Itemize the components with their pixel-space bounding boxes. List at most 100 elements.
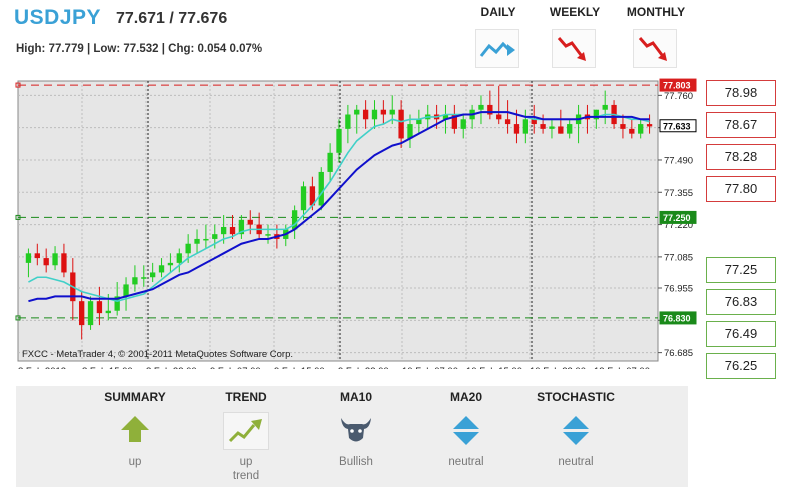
support-level-3: 76.49 (706, 321, 776, 347)
candle-body (629, 128, 635, 134)
candle-body (504, 119, 511, 125)
indicator-stochastic[interactable]: STOCHASTIC neutral (521, 386, 631, 468)
candle-body (567, 124, 573, 134)
candle-body (407, 124, 413, 139)
indicator-value: neutral (558, 456, 594, 468)
timeframe-daily[interactable]: DAILY (463, 5, 533, 68)
time-label: 9 Feb 07:00 (210, 366, 261, 369)
price-label: 77.085 (664, 252, 693, 263)
candle-body (150, 272, 156, 278)
timeframe-weekly[interactable]: WEEKLY (540, 5, 610, 68)
time-label: 8 Feb 23:00 (146, 366, 197, 369)
time-label: 8 Feb 2012 (18, 366, 66, 369)
candle-body (531, 119, 537, 125)
timeframe-label: WEEKLY (549, 5, 601, 19)
bull-icon (337, 412, 375, 448)
indicator-value: Bullish (339, 456, 373, 468)
candle-body (398, 109, 404, 139)
level-anchor (15, 214, 21, 220)
candle-body (380, 109, 387, 115)
candle-body (602, 104, 608, 110)
price-label: 76.955 (664, 284, 693, 295)
candle-body (327, 152, 333, 172)
indicator-trend[interactable]: TREND up trend (191, 386, 301, 482)
indicator-name: STOCHASTIC (537, 390, 615, 404)
candle-body (203, 238, 209, 241)
indicator-name: MA10 (339, 390, 372, 404)
candle-body (389, 109, 395, 115)
candle-body (300, 186, 307, 211)
candle-body (79, 301, 85, 326)
price-label: 77.355 (664, 188, 693, 199)
candle-body (336, 128, 342, 153)
price-stats: High: 77.779 | Low: 77.532 | Chg: 0.054 … (16, 43, 263, 55)
indicator-value: up (128, 456, 142, 468)
candle-body (96, 301, 103, 314)
candle-body (141, 277, 147, 279)
trend-chart-icon (223, 412, 269, 450)
candle-body (646, 124, 653, 127)
candle-body (460, 119, 466, 129)
candle-body (114, 296, 120, 311)
price-marker-label: 76.830 (663, 313, 691, 323)
support-level-1: 77.25 (706, 257, 776, 283)
candle-body (34, 253, 40, 259)
indicator-summary[interactable]: SUMMARY up (80, 386, 190, 468)
indicator-value: neutral (448, 456, 484, 468)
timeframe-label: DAILY (480, 5, 516, 19)
indicator-name: MA20 (449, 390, 482, 404)
timeframe-monthly[interactable]: MONTHLY (621, 5, 691, 68)
support-level-4: 76.25 (706, 353, 776, 379)
price-marker-label: 77.633 (663, 121, 691, 131)
bid-ask-quote: 77.671 / 77.676 (116, 10, 228, 27)
indicator-ma20[interactable]: MA20 neutral (411, 386, 521, 468)
price-marker-box (659, 78, 697, 92)
candle-body (87, 301, 94, 326)
resistance-level-3: 78.28 (706, 144, 776, 170)
candle-body (487, 104, 493, 115)
candle-body (265, 234, 271, 236)
indicator-name: SUMMARY (104, 390, 166, 404)
candle-body (638, 124, 644, 134)
price-chart[interactable]: 77.76077.62577.49077.35577.22077.08576.9… (8, 77, 698, 369)
timeframe-label: MONTHLY (626, 5, 686, 19)
candle-body (238, 219, 245, 235)
candle-body (345, 114, 351, 129)
level-anchor (15, 82, 21, 88)
time-axis: 8 Feb 2012 8 Feb 15:00 8 Feb 23:00 9 Feb 07… (18, 366, 650, 369)
indicator-value: up (239, 456, 253, 468)
candle-body (61, 253, 67, 273)
candle-body (593, 109, 599, 120)
candle-body (247, 219, 253, 225)
candle-body (291, 210, 298, 230)
candle-body (354, 109, 360, 115)
candle-body (212, 234, 218, 239)
price-label: 77.490 (664, 155, 693, 166)
neutral-diamond-icon (557, 412, 595, 448)
candle-body (220, 226, 227, 235)
candle-body (496, 114, 502, 120)
indicator-name: TREND (225, 390, 267, 404)
candle-body (309, 186, 316, 206)
price-markers: 77.803 77.633 77.250 76.830 (659, 78, 697, 325)
candle-body (442, 114, 449, 120)
ma-slow-line (28, 111, 650, 303)
candle-body (513, 124, 520, 134)
candle-body (123, 284, 129, 297)
time-label: 10 Feb 15:00 (466, 366, 522, 369)
indicator-ma10[interactable]: MA10 Bullish (301, 386, 411, 468)
chart-watermark: FXCC - MetaTrader 4, © 2001-2011 MetaQuo… (22, 349, 293, 360)
support-level-2: 76.83 (706, 289, 776, 315)
candle-body (132, 277, 138, 285)
candle-body (549, 126, 555, 129)
candle-body (318, 171, 324, 206)
neutral-diamond-icon (447, 412, 485, 448)
trend-down-icon (633, 29, 677, 68)
candle-body (25, 253, 32, 263)
candle-body (43, 258, 49, 266)
arrow-up-icon (116, 412, 154, 448)
resistance-level-2: 78.67 (706, 112, 776, 138)
candle-body (229, 226, 236, 235)
session-separators (147, 81, 533, 361)
trend-up-icon (475, 29, 519, 68)
